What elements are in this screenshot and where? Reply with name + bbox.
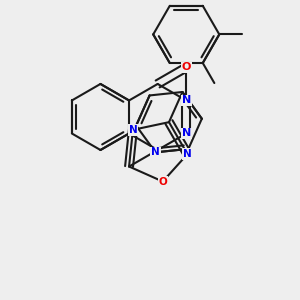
Text: N: N xyxy=(151,147,160,157)
Text: N: N xyxy=(183,149,192,159)
Text: N: N xyxy=(128,125,137,135)
Text: N: N xyxy=(182,95,191,106)
Text: N: N xyxy=(182,128,191,139)
Text: O: O xyxy=(158,176,167,187)
Text: O: O xyxy=(182,62,191,72)
